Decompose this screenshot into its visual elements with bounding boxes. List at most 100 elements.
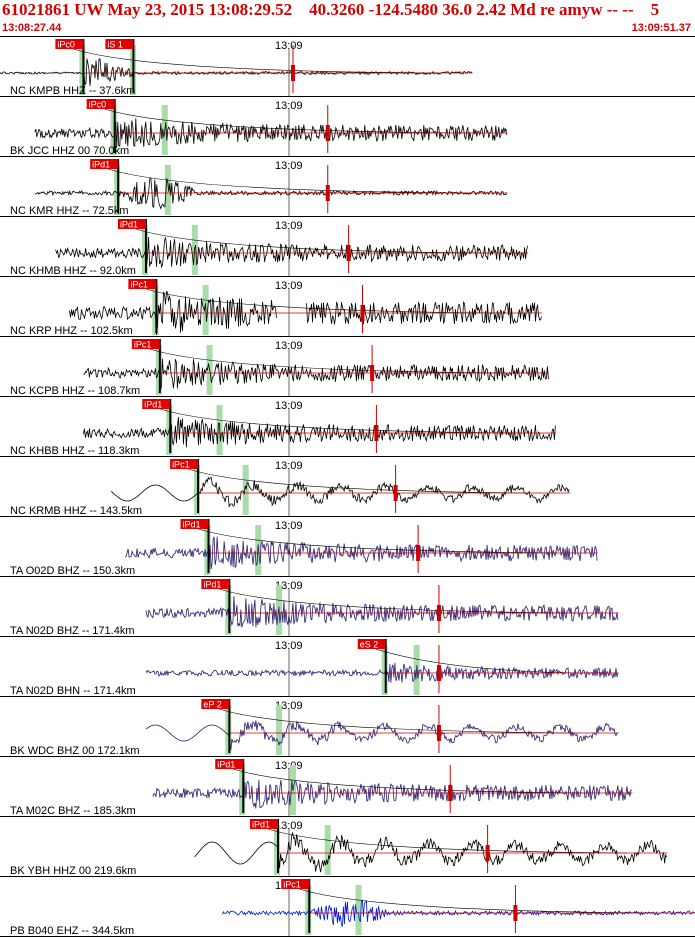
header-divider bbox=[0, 36, 695, 37]
trace-row[interactable]: 13:09 iPc1 NC KRP HHZ -- 102.5km bbox=[0, 279, 695, 337]
waveform bbox=[152, 779, 633, 809]
pick-label-box[interactable] bbox=[215, 759, 244, 769]
trace-row[interactable]: 13:09 eS 2 TA N02D BHN -- 171.4km bbox=[0, 639, 695, 697]
event-header: 61021861 UW May 23, 2015 13:08:29.52 40.… bbox=[0, 0, 695, 40]
travel-time-curve bbox=[108, 168, 468, 194]
time-tick-label: 13:09 bbox=[275, 160, 303, 172]
event-title: 61021861 UW May 23, 2015 13:08:29.52 40.… bbox=[2, 0, 660, 19]
window-start-time: 13:08:27.44 bbox=[2, 22, 62, 34]
time-tick-label: 13:09 bbox=[275, 640, 303, 652]
trace-row[interactable]: 13:09 iPc1 NC KCPB HHZ -- 108.7km bbox=[0, 339, 695, 397]
travel-time-curve bbox=[149, 348, 510, 374]
pick-label-box[interactable] bbox=[105, 39, 134, 49]
trace-row[interactable]: 13:09 iPc1 NC KRMB HHZ -- 143.5km bbox=[0, 459, 695, 517]
pick-label: iPd1 bbox=[252, 820, 270, 830]
pick-label-box[interactable] bbox=[201, 579, 230, 589]
time-tick-label: 13:09 bbox=[275, 280, 303, 292]
pick-label: iPc0 bbox=[89, 100, 107, 110]
station-label: TA N02D BHZ -- 171.4km bbox=[10, 625, 135, 637]
pick-label: iPd1 bbox=[120, 220, 138, 230]
coda-box bbox=[346, 245, 351, 261]
time-tick-label: 13:09 bbox=[275, 760, 303, 772]
time-tick-label: 13:09 bbox=[275, 40, 303, 52]
trace-row[interactable]: 13:09 iPc0 BK JCC HHZ 00 70.0km bbox=[0, 99, 695, 157]
trace-row[interactable]: 13:09 iPd1 TA M02C BHZ -- 185.3km bbox=[0, 759, 695, 817]
travel-time-curve bbox=[299, 888, 656, 914]
pick-label-box[interactable] bbox=[131, 339, 160, 349]
pick-label: iPc0 bbox=[57, 40, 75, 50]
pick-label-box[interactable] bbox=[201, 699, 230, 709]
coda-box bbox=[436, 605, 441, 621]
waveform bbox=[83, 358, 549, 391]
station-label: NC KCPB HHZ -- 108.7km bbox=[10, 385, 140, 397]
trace-row[interactable]: 13:09 iPd1 NC KHBB HHZ -- 118.3km bbox=[0, 399, 695, 457]
coda-box bbox=[291, 65, 296, 81]
travel-time-curve bbox=[73, 48, 433, 74]
waveform bbox=[0, 58, 473, 86]
time-tick-label: 13:09 bbox=[275, 340, 303, 352]
pick-label-box[interactable] bbox=[180, 519, 209, 529]
station-label: NC KHBB HHZ -- 118.3km bbox=[10, 445, 139, 457]
pick-label-box[interactable] bbox=[357, 639, 386, 649]
waveform bbox=[69, 290, 542, 336]
trace-row[interactable]: 13:09iPc1PB B040 EHZ -- 344.5km bbox=[0, 879, 695, 937]
pick-label-box[interactable] bbox=[86, 99, 115, 109]
pick-label: iPc1 bbox=[134, 340, 152, 350]
pick-label-box[interactable] bbox=[170, 459, 199, 469]
pick-label-box[interactable] bbox=[250, 819, 278, 829]
coda-box bbox=[360, 305, 365, 321]
marker-band bbox=[242, 465, 249, 515]
station-label: TA M02C BHZ -- 185.3km bbox=[10, 805, 136, 817]
waveform bbox=[55, 236, 528, 269]
time-tick-label: 13:09 bbox=[275, 460, 303, 472]
window-end-time: 13:09:51.37 bbox=[631, 22, 691, 34]
pick-label-box[interactable] bbox=[142, 399, 171, 409]
travel-time-curve bbox=[104, 108, 468, 134]
trace-row[interactable]: 13:09 iPd1 BK YBH HHZ 00 219.6km bbox=[0, 819, 695, 877]
marker-band bbox=[324, 825, 331, 875]
marker-band bbox=[276, 705, 283, 755]
coda-box bbox=[448, 785, 453, 801]
time-tick-label: 13:09 bbox=[275, 520, 303, 532]
waveform bbox=[145, 662, 619, 683]
pick-label: iPd1 bbox=[217, 760, 235, 770]
travel-time-curve bbox=[160, 408, 517, 434]
station-label: PB B040 EHZ -- 344.5km bbox=[10, 925, 134, 937]
coda-box bbox=[513, 905, 518, 921]
trace-row[interactable]: 13:09 iPd1 TA O02D BHZ -- 150.3km bbox=[0, 519, 695, 577]
coda-box bbox=[374, 425, 379, 441]
travel-time-curve bbox=[198, 528, 558, 554]
coda-box bbox=[416, 545, 421, 561]
coda-box bbox=[436, 665, 441, 681]
pick-label-box[interactable] bbox=[117, 219, 146, 229]
travel-time-curve bbox=[267, 828, 628, 854]
trace-row[interactable]: 13:09 iPd1 NC KHMB HHZ -- 92.0km bbox=[0, 219, 695, 277]
pick-label-box[interactable] bbox=[90, 159, 119, 169]
time-tick-label: 13:09 bbox=[275, 400, 303, 412]
station-label: TA N02D BHN -- 171.4km bbox=[10, 685, 136, 697]
pick-label: iPd1 bbox=[203, 580, 221, 590]
travel-time-curve bbox=[375, 648, 579, 674]
time-tick-label: 13:09 bbox=[275, 100, 303, 112]
station-label: NC KMR HHZ -- 72.5km bbox=[10, 205, 129, 217]
pick-label-box[interactable] bbox=[55, 39, 84, 49]
pick-label: eP 2 bbox=[203, 700, 221, 710]
pick-label-box[interactable] bbox=[281, 879, 310, 889]
waveform bbox=[194, 831, 667, 873]
coda-box bbox=[325, 125, 330, 141]
waveform bbox=[83, 416, 556, 448]
coda-box bbox=[393, 485, 398, 501]
marker-band bbox=[355, 885, 362, 935]
trace-row[interactable]: 13:09 iPc0 iS 1 NC KMPB HHZ -- 37.6km bbox=[0, 39, 695, 97]
pick-label-box[interactable] bbox=[128, 279, 157, 289]
pick-label: iPd1 bbox=[144, 400, 162, 410]
station-label: NC KMPB HHZ -- 37.6km bbox=[10, 85, 135, 97]
waveform bbox=[110, 476, 570, 508]
seismogram-panel[interactable]: 13:09 iPc0 iS 1 NC KMPB HHZ -- 37.6km 13:09 i… bbox=[0, 37, 695, 938]
marker-band bbox=[164, 165, 171, 215]
station-label: NC KHMB HHZ -- 92.0km bbox=[10, 265, 136, 277]
trace-row[interactable]: 13:09 iPd1 NC KMR HHZ -- 72.5km bbox=[0, 159, 695, 217]
pick-label: iS 1 bbox=[107, 40, 123, 50]
